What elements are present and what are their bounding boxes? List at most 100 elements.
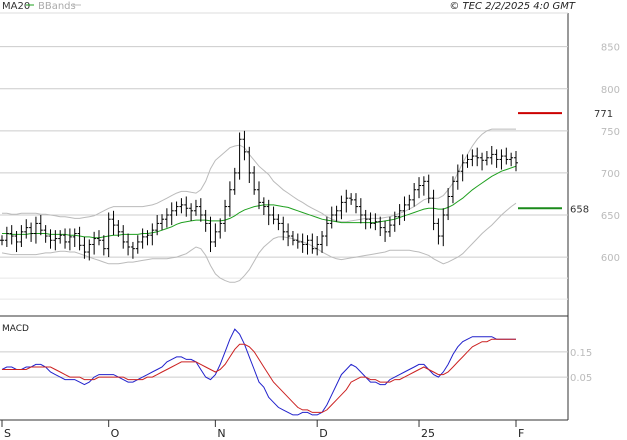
ohlc-bar [315,236,320,256]
signal-line [2,338,516,413]
ohlc-bar [295,233,300,249]
ohlc-bar [227,181,232,217]
ohlc-bar [290,230,295,246]
ohlc-bar [63,228,68,249]
x-tick-label: S [4,427,11,440]
ohlc-bar [417,177,422,199]
ohlc-bar [189,203,194,221]
ohlc-bar [135,235,140,254]
ohlc-bar [344,189,349,213]
ohlc-bar [431,189,436,231]
ohlc-bar [387,216,392,237]
ohlc-bar [223,199,228,232]
ohlc-bar [310,233,315,254]
ohlc-bar [465,154,470,168]
ohlc-bar [450,176,455,204]
ohlc-bar [140,228,145,249]
ohlc-bar [193,199,198,216]
ohlc-bar [397,204,402,226]
ohlc-bar [286,223,291,247]
ohlc-bar [368,212,373,229]
ohlc-bar [363,209,368,230]
ohlc-bar [407,194,412,210]
ohlc-bar [446,188,451,221]
y-tick-label: 600 [601,253,620,264]
y-tick-label: 800 [601,85,620,96]
ohlc-bar [218,218,223,239]
ohlc-bar [320,230,325,253]
ohlc-bar [324,216,329,247]
ohlc-bar [426,174,431,204]
chart-grid [0,46,568,300]
y-tick-label: 750 [601,127,620,138]
ohlc-bar [484,151,489,166]
ohlc-bar [4,226,9,247]
ohlc-bar [252,166,257,195]
ohlc-bar [38,215,43,236]
ohlc-bar [470,149,475,167]
ohlc-bar [305,235,310,255]
macd-line [1,328,516,416]
ohlc-bar [77,226,82,251]
x-tick-label: F [518,427,524,440]
ohlc-bar [489,145,494,165]
ohlc-bar [334,205,339,222]
ohlc-bar [504,147,509,165]
resistance-label: 771 [594,109,613,120]
ohlc-bar [203,209,208,232]
ohlc-bar [116,220,121,237]
ohlc-bar [164,208,169,228]
ohlc-bar [145,230,150,246]
ohlc-bar [460,154,465,182]
ohlc-bar [373,213,378,231]
ohlc-bar [67,228,72,251]
ohlc-bar [514,151,518,172]
x-tick-label: O [111,427,120,440]
ohlc-bar [329,206,334,229]
ohlc-bar [72,228,77,247]
y-tick-label: 850 [601,43,620,54]
y-tick-label: 700 [601,169,620,180]
ohlc-bar [353,193,358,214]
x-axis: S O N D 25 F [1,420,524,440]
ohlc-bar [266,199,271,226]
y-axis: 600 650 700 750 800 850 [601,43,620,264]
ohlc-bar [106,212,111,258]
ohlc-bar [198,198,203,222]
ohlc-bar [82,236,87,259]
ohlc-bar [101,235,106,256]
source-timestamp: © TEC 2/2/2025 4:0 GMT [449,1,576,12]
x-tick-label: N [217,427,225,440]
chart-frames [0,12,569,421]
ohlc-bar [213,223,218,247]
ohlc-bar [111,210,116,236]
ohlc-bar [208,216,213,253]
ohlc-bar [383,220,388,242]
ohlc-bar [339,195,344,220]
ohlc-bars [0,130,518,261]
ohlc-bar [92,231,97,255]
ohlc-bar [179,198,184,214]
ohlc-bar [436,218,441,245]
y-tick-label: 650 [601,211,620,222]
ohlc-bar [58,230,63,244]
ohlc-bar [33,216,38,244]
macd-axis: 0.05 0.15 [570,348,592,384]
ohlc-bar [441,208,446,247]
ohlc-bar [402,196,407,221]
ohlc-bar [237,132,242,180]
ohlc-bar [174,201,179,216]
legend-bbands: BBands [38,1,76,12]
ohlc-bar [0,235,4,246]
ohlc-bar [281,216,286,241]
macd-tick-label: 0.05 [570,373,592,384]
ohlc-bar [29,222,34,242]
x-tick-label: 25 [421,427,435,440]
ohlc-bar [349,193,354,205]
ohlc-bar [48,229,53,249]
ohlc-bar [121,225,126,249]
ohlc-bar [14,230,19,253]
ohlc-bar [261,197,266,215]
legend-ma20: MA20 [2,1,30,12]
